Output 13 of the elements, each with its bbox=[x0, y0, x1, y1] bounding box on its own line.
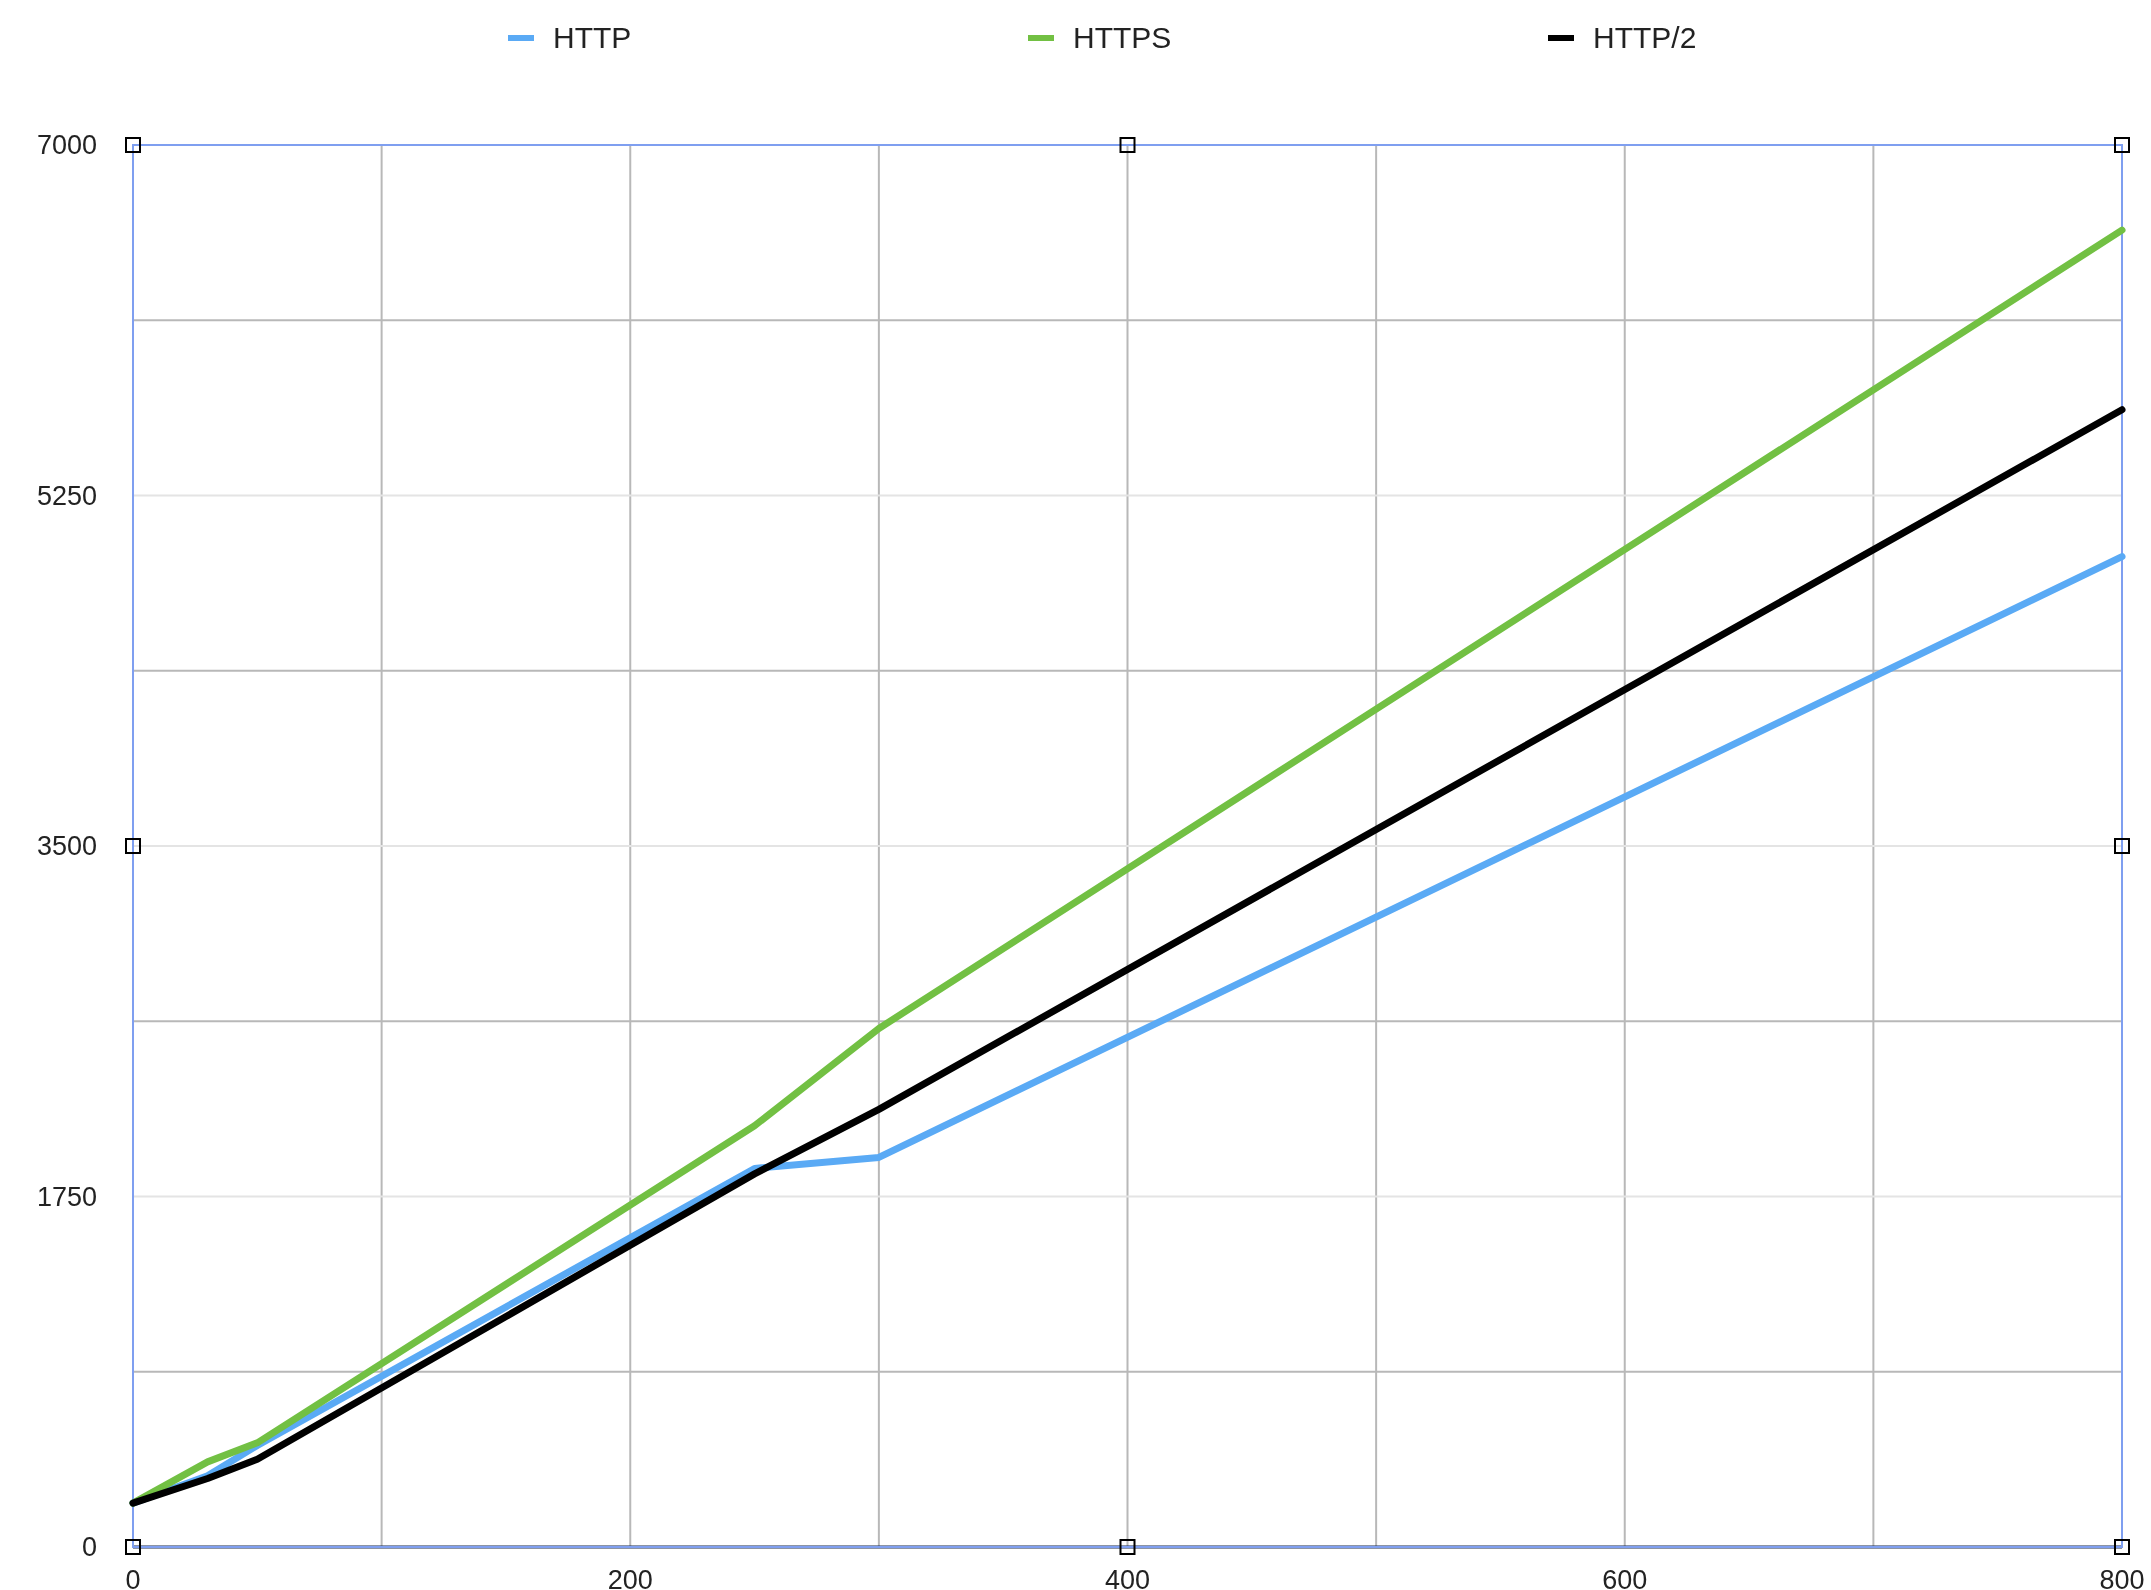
legend-label: HTTP/2 bbox=[1593, 21, 1697, 54]
legend-label: HTTP bbox=[553, 21, 632, 54]
x-tick-label: 600 bbox=[1602, 1565, 1648, 1590]
y-tick-label: 0 bbox=[81, 1532, 97, 1562]
legend-label: HTTPS bbox=[1073, 21, 1172, 54]
x-tick-label: 800 bbox=[2099, 1565, 2145, 1590]
x-tick-label: 200 bbox=[607, 1565, 653, 1590]
x-tick-label: 0 bbox=[125, 1565, 141, 1590]
y-tick-label: 5250 bbox=[36, 480, 97, 511]
y-tick-label: 7000 bbox=[36, 130, 97, 160]
y-tick-label: 1750 bbox=[36, 1181, 97, 1212]
x-tick-label: 400 bbox=[1104, 1565, 1151, 1590]
y-tick-label: 3500 bbox=[36, 831, 97, 861]
